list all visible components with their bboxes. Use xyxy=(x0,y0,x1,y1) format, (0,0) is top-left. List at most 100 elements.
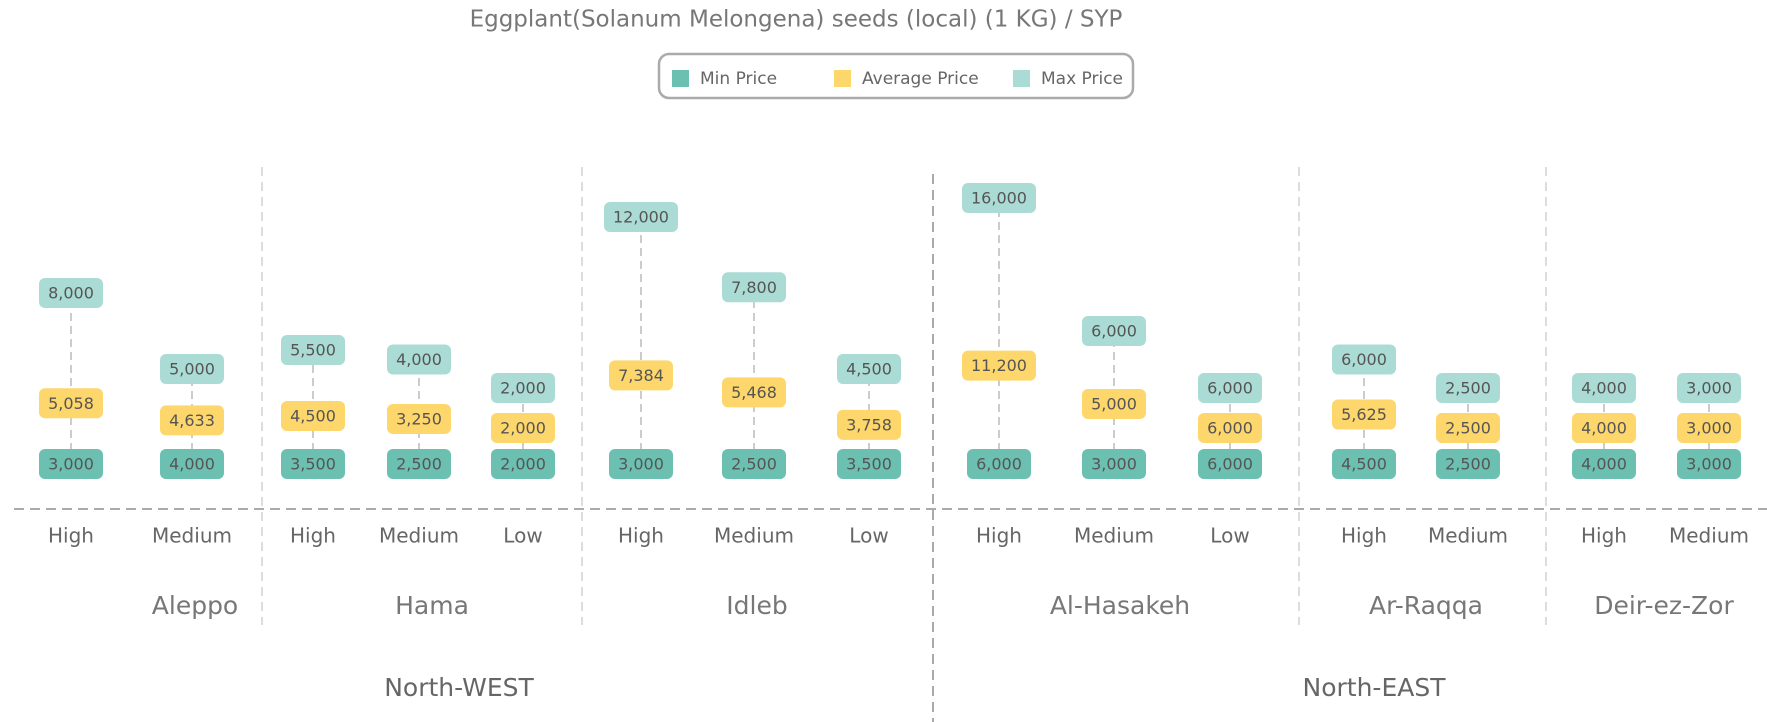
price-label: 3,500 xyxy=(290,455,336,474)
province-label: Deir-ez-Zor xyxy=(1594,591,1734,620)
price-box xyxy=(1198,413,1262,443)
price-box xyxy=(1572,413,1636,443)
price-box xyxy=(387,344,451,375)
price-box xyxy=(1677,373,1741,403)
price-label: 4,000 xyxy=(1581,455,1627,474)
category-label: Medium xyxy=(1669,524,1749,548)
price-label: 6,000 xyxy=(1207,419,1253,438)
province-label: Ar-Raqqa xyxy=(1369,591,1483,620)
price-box xyxy=(722,377,786,408)
price-box xyxy=(160,449,224,479)
price-label: 6,000 xyxy=(1207,379,1253,398)
price-label: 4,000 xyxy=(169,455,215,474)
legend-swatch xyxy=(834,70,851,87)
legend-label: Average Price xyxy=(862,69,979,89)
price-box xyxy=(1332,449,1396,479)
category-label: Medium xyxy=(714,524,794,548)
price-box xyxy=(1082,449,1146,479)
category-label: High xyxy=(290,524,336,548)
region-label: North-WEST xyxy=(384,673,534,702)
price-box xyxy=(387,404,451,434)
price-label: 3,758 xyxy=(846,415,892,434)
price-box xyxy=(837,449,901,479)
price-box xyxy=(160,354,224,384)
price-box xyxy=(39,278,103,308)
price-label: 6,000 xyxy=(1091,322,1137,341)
price-label: 3,000 xyxy=(1686,379,1732,398)
price-label: 6,000 xyxy=(976,455,1022,474)
legend-label: Min Price xyxy=(700,69,777,89)
price-box xyxy=(281,449,345,479)
price-box xyxy=(1436,373,1500,403)
price-label: 6,000 xyxy=(1341,350,1387,369)
price-label: 11,200 xyxy=(971,356,1027,375)
price-label: 3,000 xyxy=(618,455,664,474)
price-label: 3,000 xyxy=(48,455,94,474)
price-label: 4,500 xyxy=(846,360,892,379)
price-box xyxy=(1436,413,1500,443)
category-label: Medium xyxy=(1074,524,1154,548)
category-label: High xyxy=(48,524,94,548)
price-box xyxy=(722,272,786,303)
price-label: 6,000 xyxy=(1207,455,1253,474)
price-label: 7,800 xyxy=(731,278,777,297)
price-box xyxy=(281,401,345,431)
price-box xyxy=(967,449,1031,479)
price-label: 12,000 xyxy=(613,208,669,227)
price-label: 2,500 xyxy=(1445,379,1491,398)
category-label: High xyxy=(618,524,664,548)
price-box xyxy=(160,405,224,436)
price-label: 4,633 xyxy=(169,411,215,430)
price-box xyxy=(722,449,786,479)
price-box xyxy=(1082,316,1146,346)
price-label: 16,000 xyxy=(971,189,1027,208)
price-label: 2,500 xyxy=(396,455,442,474)
category-label: Low xyxy=(849,524,888,548)
price-label: 5,058 xyxy=(48,394,94,413)
price-label: 5,468 xyxy=(731,383,777,402)
price-box xyxy=(281,335,345,365)
category-label: Medium xyxy=(1428,524,1508,548)
price-box xyxy=(1436,449,1500,479)
price-box xyxy=(962,350,1036,381)
price-box xyxy=(1332,344,1396,375)
province-label: Idleb xyxy=(726,591,787,620)
price-label: 3,250 xyxy=(396,410,442,429)
category-label: Low xyxy=(503,524,542,548)
price-box xyxy=(1677,449,1741,479)
legend-swatch xyxy=(1013,70,1030,87)
price-box xyxy=(604,202,678,232)
price-box xyxy=(962,183,1036,213)
category-label: Medium xyxy=(152,524,232,548)
province-label: Al-Hasakeh xyxy=(1050,591,1190,620)
price-label: 7,384 xyxy=(618,366,664,385)
price-label: 2,000 xyxy=(500,419,546,438)
price-box xyxy=(1677,413,1741,443)
price-label: 2,500 xyxy=(1445,455,1491,474)
price-label: 5,000 xyxy=(169,360,215,379)
price-label: 4,000 xyxy=(1581,379,1627,398)
price-box xyxy=(837,354,901,384)
price-box xyxy=(1332,399,1396,430)
price-label: 3,500 xyxy=(846,455,892,474)
price-box xyxy=(1572,373,1636,403)
price-label: 2,000 xyxy=(500,455,546,474)
price-box xyxy=(491,449,555,479)
price-box xyxy=(1198,449,1262,479)
price-label: 8,000 xyxy=(48,284,94,303)
price-label: 3,000 xyxy=(1686,419,1732,438)
price-label: 5,000 xyxy=(1091,395,1137,414)
region-label: North-EAST xyxy=(1303,673,1447,702)
price-label: 4,500 xyxy=(1341,455,1387,474)
price-box xyxy=(491,373,555,403)
legend-swatch xyxy=(672,70,689,87)
price-box xyxy=(1572,449,1636,479)
price-label: 2,500 xyxy=(1445,419,1491,438)
price-box xyxy=(387,449,451,479)
price-label: 4,500 xyxy=(290,407,336,426)
price-box xyxy=(1082,389,1146,419)
price-label: 5,625 xyxy=(1341,405,1387,424)
category-label: High xyxy=(1341,524,1387,548)
province-label: Hama xyxy=(395,591,469,620)
